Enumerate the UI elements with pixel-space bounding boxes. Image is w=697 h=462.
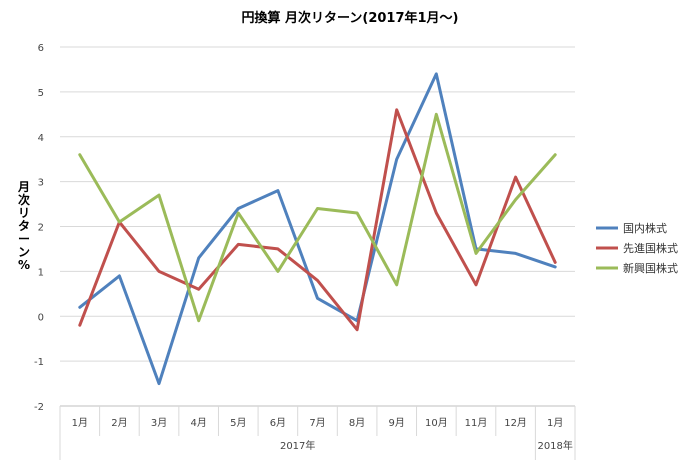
x-tick-label: 11月 [465, 417, 488, 429]
x-tick-label: 2月 [111, 417, 127, 429]
x-tick-label: 5月 [230, 417, 246, 429]
legend-label: 新興国株式 [623, 261, 678, 275]
x-tick-label: 10月 [425, 417, 448, 429]
series-lines [78, 72, 557, 386]
y-tick-label: 5 [38, 88, 44, 99]
series-line [78, 72, 557, 386]
x-axis: 1月 2月 3月 4月 5月 6月 7月 8月 9月 10月 11月 12月 1月 2017年 2018年 [59, 405, 576, 460]
x-tick-label: 4月 [190, 417, 206, 429]
y-tick-label: 2 [38, 223, 44, 234]
x-tick-label: 1月 [547, 417, 563, 429]
y-axis-ticks: -2 -1 0 1 2 3 4 5 6 [34, 43, 44, 413]
x-tick-label: 7月 [309, 417, 325, 429]
year-group-label: 2018年 [537, 439, 572, 452]
y-tick-label: 4 [38, 133, 44, 144]
series-line [78, 108, 557, 332]
y-tick-label: -2 [34, 402, 44, 413]
chart-title: 円換算 月次リターン(2017年1月～) [242, 10, 459, 26]
gridlines [60, 46, 575, 362]
legend-label: 国内株式 [623, 221, 667, 235]
x-tick-label: 12月 [504, 417, 527, 429]
series-line [78, 112, 557, 323]
y-tick-label: -1 [34, 357, 44, 368]
y-tick-label: 0 [38, 312, 44, 323]
x-tick-label: 1月 [72, 417, 88, 429]
x-tick-label: 3月 [151, 417, 167, 429]
x-tick-label: 6月 [270, 417, 286, 429]
legend-label: 先進国株式 [623, 241, 678, 255]
y-axis-label: 月次リターン% [17, 180, 30, 272]
y-tick-label: 1 [38, 267, 44, 278]
x-tick-label: 9月 [389, 417, 405, 429]
y-tick-label: 3 [38, 178, 44, 189]
x-tick-label: 8月 [349, 417, 365, 429]
year-group-label: 2017年 [280, 439, 315, 452]
y-tick-label: 6 [38, 43, 44, 54]
